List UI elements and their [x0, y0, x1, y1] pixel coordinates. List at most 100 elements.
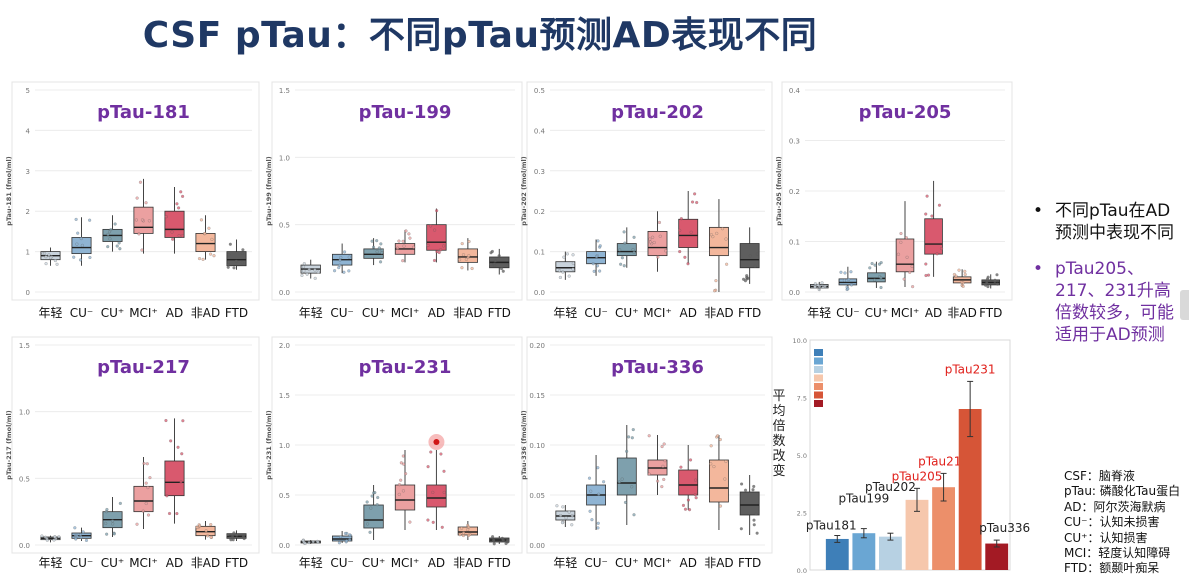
data-point: [74, 217, 78, 221]
data-point: [754, 512, 758, 516]
data-point: [493, 259, 497, 263]
data-point: [164, 215, 168, 219]
data-point: [896, 252, 901, 256]
group-label: 年轻: [807, 306, 831, 320]
group-label: 非AD: [453, 306, 482, 320]
group-label: AD: [428, 306, 445, 320]
group-label: CU⁻: [70, 556, 94, 570]
data-point: [693, 192, 697, 196]
data-point: [142, 461, 146, 466]
data-point: [146, 486, 150, 490]
data-point: [683, 507, 688, 511]
data-point: [695, 200, 699, 205]
y-tick-label: 5.0: [797, 452, 807, 460]
y-tick-label: 0.1: [534, 249, 545, 257]
data-point: [401, 454, 405, 458]
group-label: FTD: [225, 556, 248, 570]
data-point: [491, 535, 495, 539]
data-point: [339, 255, 343, 260]
data-point: [180, 234, 184, 238]
data-point: [408, 236, 412, 240]
data-point: [426, 465, 430, 469]
highlight-marker-center: [433, 439, 440, 445]
data-point: [115, 244, 119, 248]
y-tick-label: 5: [26, 87, 30, 95]
data-point: [817, 288, 821, 292]
data-point: [426, 243, 430, 247]
data-point: [899, 240, 903, 244]
data-point: [820, 281, 824, 285]
y-tick-label: 0.3: [789, 138, 800, 146]
data-point: [134, 218, 138, 222]
y-tick-label: 10.0: [793, 337, 807, 345]
data-point: [460, 526, 464, 530]
data-point: [746, 276, 750, 280]
data-point: [632, 235, 636, 239]
data-point: [939, 247, 944, 251]
data-point: [210, 237, 214, 241]
data-point: [849, 283, 854, 287]
panel-frame: [11, 81, 260, 301]
bar-label: pTau202: [865, 480, 916, 494]
data-point: [555, 504, 559, 508]
data-point: [404, 472, 408, 476]
data-point: [715, 231, 719, 235]
data-point: [79, 237, 83, 241]
data-point: [588, 509, 592, 513]
data-point: [571, 261, 575, 265]
data-point: [752, 484, 756, 489]
data-point: [57, 535, 61, 539]
data-point: [694, 478, 698, 482]
data-point: [229, 538, 233, 542]
data-point: [227, 253, 231, 257]
data-point: [724, 237, 728, 241]
data-point: [108, 237, 112, 241]
chart-panel: 0.0 0.5 1.0 1.5 pTau-199 (fmol/ml) pTau-199 年轻…: [265, 81, 523, 320]
group-label: CU⁻: [584, 556, 608, 570]
slide-title: CSF pTau：不同pTau预测AD表现不同: [142, 15, 818, 56]
data-point: [565, 252, 569, 256]
data-point: [500, 536, 504, 540]
data-point: [147, 219, 151, 223]
bar-label: pTau205: [892, 469, 943, 483]
data-point: [118, 501, 122, 505]
data-point: [370, 239, 374, 243]
y-axis-label-char: 均: [772, 404, 785, 419]
data-point: [88, 255, 92, 260]
data-point: [647, 472, 651, 476]
data-point: [175, 512, 179, 516]
data-point: [570, 523, 574, 527]
y-tick-label: 2: [26, 208, 30, 216]
data-point: [209, 252, 213, 256]
data-point: [207, 226, 211, 230]
data-point: [753, 264, 757, 268]
data-point: [712, 465, 716, 469]
data-point: [399, 461, 403, 465]
panel-frame: [11, 336, 260, 554]
data-point: [506, 538, 510, 542]
y-tick-label: 0.2: [789, 188, 800, 196]
data-point: [905, 255, 909, 259]
box: [616, 243, 637, 257]
data-point: [230, 535, 235, 539]
data-point: [598, 244, 602, 248]
side-scroll-tab[interactable]: [1180, 290, 1189, 320]
data-point: [201, 257, 205, 261]
group-label: AD: [925, 306, 942, 320]
data-point: [104, 521, 108, 525]
box: [363, 504, 384, 529]
data-point: [106, 232, 110, 237]
y-axis-label: pTau-199 (fmol/ml): [265, 156, 273, 225]
data-point: [175, 202, 179, 206]
data-point: [177, 234, 181, 238]
data-point: [78, 258, 83, 262]
data-point: [232, 266, 236, 270]
data-point: [307, 267, 311, 272]
data-point: [118, 247, 122, 251]
data-point: [170, 230, 174, 234]
data-point: [660, 485, 664, 489]
box: [739, 491, 760, 516]
box: [867, 272, 886, 283]
data-point: [562, 255, 566, 259]
data-point: [596, 521, 600, 525]
